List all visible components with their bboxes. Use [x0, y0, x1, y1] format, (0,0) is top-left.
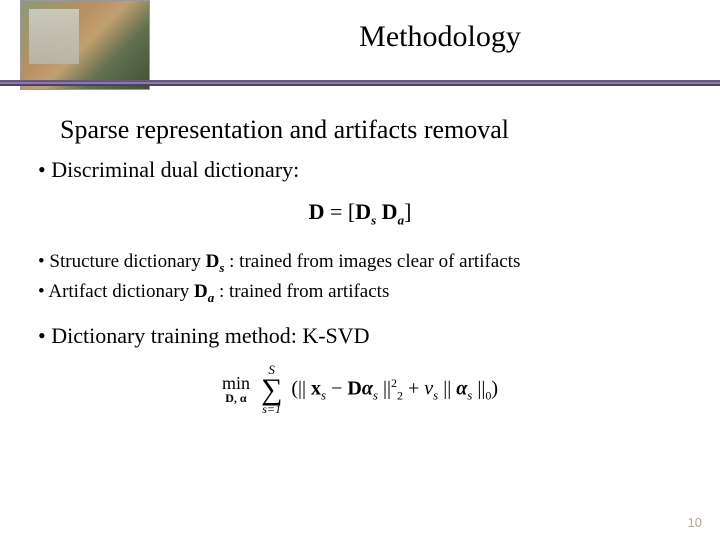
header-divider [0, 80, 720, 86]
sum-bot: s=1 [261, 403, 282, 415]
equation-ksvd: min D, α S ∑ s=1 (|| xs − Dαs ||22 + νs … [30, 363, 690, 415]
eq1-close: ] [404, 199, 411, 224]
eq2-alpha2: α [456, 377, 467, 399]
sum-block: S ∑ s=1 [261, 363, 282, 415]
eq2-alpha: α [362, 377, 373, 399]
b3-pre: Artifact dictionary [48, 281, 194, 302]
b3-post: : trained from artifacts [214, 281, 389, 302]
divider-inner [0, 82, 720, 84]
eq2-open: (|| [291, 377, 311, 399]
subtitle: Sparse representation and artifacts remo… [60, 115, 690, 145]
slide-content: Sparse representation and artifacts remo… [0, 95, 720, 415]
sub-bullets: Structure dictionary Ds : trained from i… [30, 248, 690, 307]
min-bot: D, α [222, 392, 250, 404]
photo-building [29, 9, 79, 64]
header-photo [20, 0, 150, 90]
eq2-x: x [311, 377, 321, 399]
b2-pre: Structure dictionary [49, 251, 205, 272]
min-block: min D, α [222, 374, 250, 404]
eq-body: (|| xs − Dαs ||22 + νs || αs ||0) [291, 377, 498, 402]
slide-header: Methodology [0, 0, 720, 95]
eq2-D: D [347, 377, 361, 399]
eq2-nu: ν [424, 377, 433, 399]
bullet-2: Structure dictionary Ds : trained from i… [30, 248, 690, 277]
min-top: min [222, 374, 250, 392]
eq2-close: ) [491, 377, 498, 399]
b3-sym: D [194, 281, 208, 302]
eq2-norm1: || [378, 377, 391, 399]
page-number: 10 [688, 515, 702, 530]
b2-sym: D [206, 251, 220, 272]
eq1-Da: D [382, 199, 398, 224]
eq2-minus: − [326, 377, 347, 399]
b2-post: : trained from images clear of artifacts [224, 251, 520, 272]
eq2-sp: || [438, 377, 456, 399]
bullet-1: Discriminal dual dictionary: [30, 157, 690, 183]
eq1-eq: = [ [324, 199, 355, 224]
bullet-3: Artifact dictionary Da : trained from ar… [30, 278, 690, 307]
eq1-Ds: D [355, 199, 371, 224]
equation-dictionary: D = [Ds Da] [30, 199, 690, 228]
eq2-norm2: || [472, 377, 485, 399]
sum-sigma: ∑ [261, 376, 282, 403]
eq2-plus: + [403, 377, 424, 399]
bullet-4: Dictionary training method: K-SVD [30, 323, 690, 349]
eq1-D: D [309, 199, 325, 224]
slide-title: Methodology [200, 20, 680, 54]
